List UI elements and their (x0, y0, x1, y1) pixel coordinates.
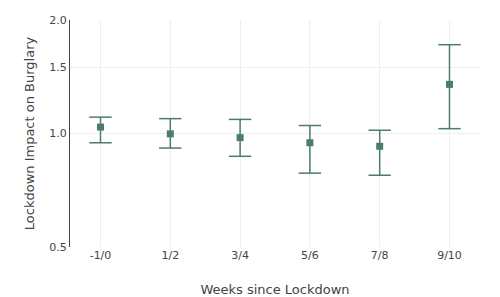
svg-text:2.0: 2.0 (49, 14, 67, 27)
svg-text:1.5: 1.5 (49, 61, 67, 74)
svg-text:1/2: 1/2 (161, 249, 179, 262)
svg-text:3/4: 3/4 (231, 249, 249, 262)
svg-text:0.5: 0.5 (49, 241, 67, 254)
svg-text:Weeks since Lockdown: Weeks since Lockdown (200, 282, 349, 297)
svg-text:1.0: 1.0 (49, 127, 67, 140)
svg-text:Lockdown Impact on Burglary: Lockdown Impact on Burglary (22, 36, 37, 230)
svg-text:9/10: 9/10 (437, 249, 462, 262)
svg-text:5/6: 5/6 (301, 249, 319, 262)
svg-text:7/8: 7/8 (371, 249, 389, 262)
svg-text:-1/0: -1/0 (90, 249, 112, 262)
